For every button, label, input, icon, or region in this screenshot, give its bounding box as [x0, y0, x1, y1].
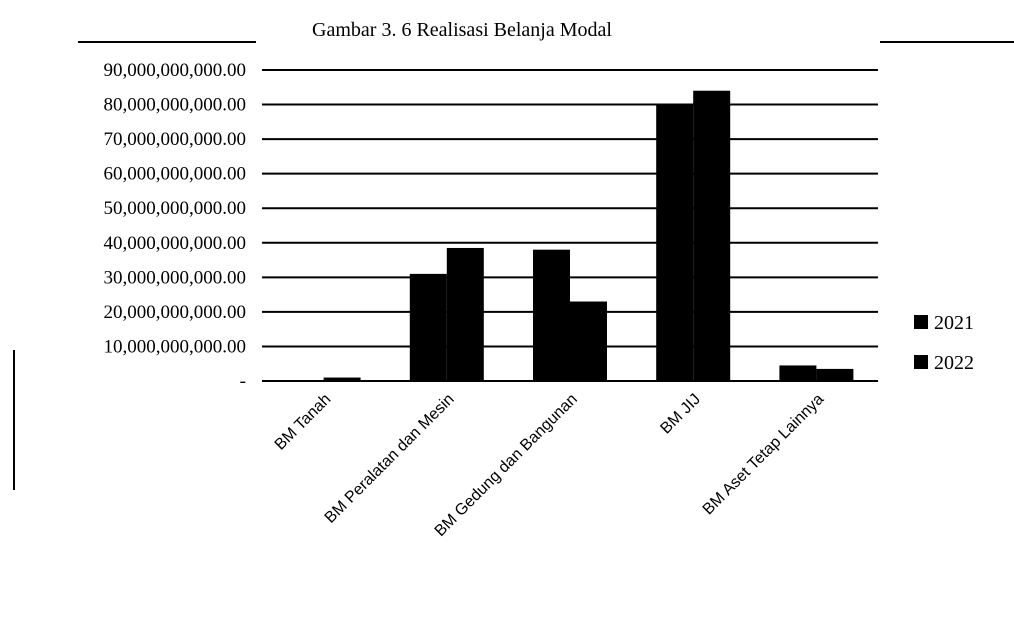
- bar-2021-1: [409, 273, 447, 381]
- legend: 2021 2022: [914, 312, 974, 374]
- category-label: BM Aset Tetap Lainnya: [700, 391, 828, 519]
- y-tick-label: 80,000,000,000.00: [104, 95, 247, 116]
- legend-swatch: [914, 315, 928, 329]
- category-label: BM Peralatan dan Mesin: [322, 391, 458, 527]
- bar-2022-1: [446, 247, 484, 381]
- legend-swatch: [914, 355, 928, 369]
- y-tick-label: 20,000,000,000.00: [104, 302, 247, 323]
- bar-2021-3: [656, 104, 694, 382]
- legend-label: 2022: [934, 352, 974, 374]
- bar-2021-4: [779, 365, 817, 381]
- y-tick-label: 30,000,000,000.00: [104, 267, 247, 288]
- chart-title: Gambar 3. 6 Realisasi Belanja Modal: [312, 19, 612, 41]
- bars: [323, 90, 854, 382]
- y-tick-label: 60,000,000,000.00: [104, 164, 247, 185]
- bar-2022-4: [816, 368, 854, 381]
- category-label: BM JIJ: [657, 391, 704, 438]
- category-label: BM Tanah: [272, 391, 335, 454]
- y-tick-label: 40,000,000,000.00: [104, 233, 247, 254]
- bar-2021-2: [533, 249, 570, 381]
- y-tick-label: 10,000,000,000.00: [104, 336, 247, 357]
- legend-label: 2021: [934, 312, 974, 334]
- bar-2022-0: [323, 377, 361, 381]
- category-label: BM Gedung dan Bangunan: [432, 391, 581, 540]
- y-tick-label: 90,000,000,000.00: [104, 60, 247, 81]
- bar-2022-3: [693, 90, 731, 381]
- y-tick-label: 70,000,000,000.00: [104, 129, 247, 150]
- y-tick-label: -: [240, 371, 246, 392]
- y-tick-label: 50,000,000,000.00: [104, 198, 247, 219]
- bar-2022-2: [570, 301, 607, 381]
- y-axis-tick-labels: - 10,000,000,000.00 20,000,000,000.00 30,00…: [104, 60, 247, 392]
